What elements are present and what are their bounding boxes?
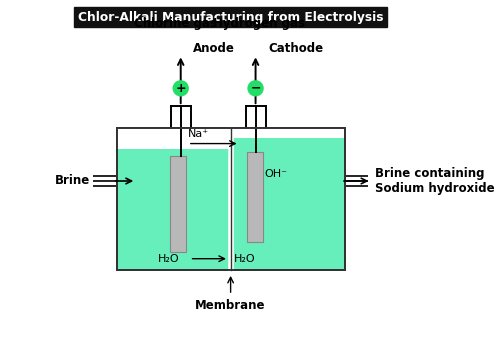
- Bar: [118, 127, 230, 149]
- Bar: [232, 127, 344, 138]
- Text: Hydrogen gas: Hydrogen gas: [213, 17, 305, 30]
- Text: H₂O: H₂O: [158, 254, 179, 264]
- Text: Chlorine gas: Chlorine gas: [134, 17, 217, 30]
- Text: −: −: [250, 82, 261, 95]
- Text: Brine: Brine: [54, 174, 90, 188]
- Text: Cathode: Cathode: [268, 42, 323, 55]
- Circle shape: [174, 81, 188, 96]
- Bar: [170, 156, 186, 252]
- Text: +: +: [176, 82, 186, 95]
- Text: Membrane: Membrane: [196, 299, 266, 312]
- Text: Brine containing
Sodium hydroxide: Brine containing Sodium hydroxide: [375, 167, 494, 195]
- Bar: [116, 127, 344, 270]
- Circle shape: [248, 81, 262, 96]
- Text: Anode: Anode: [193, 42, 235, 55]
- Text: Na⁺: Na⁺: [188, 129, 209, 139]
- Bar: [116, 127, 344, 270]
- Text: Chlor-Alkali Manufacturing from Electrolysis: Chlor-Alkali Manufacturing from Electrol…: [78, 10, 384, 24]
- Bar: [246, 152, 262, 241]
- Text: OH⁻: OH⁻: [264, 169, 287, 179]
- Text: H₂O: H₂O: [234, 254, 256, 264]
